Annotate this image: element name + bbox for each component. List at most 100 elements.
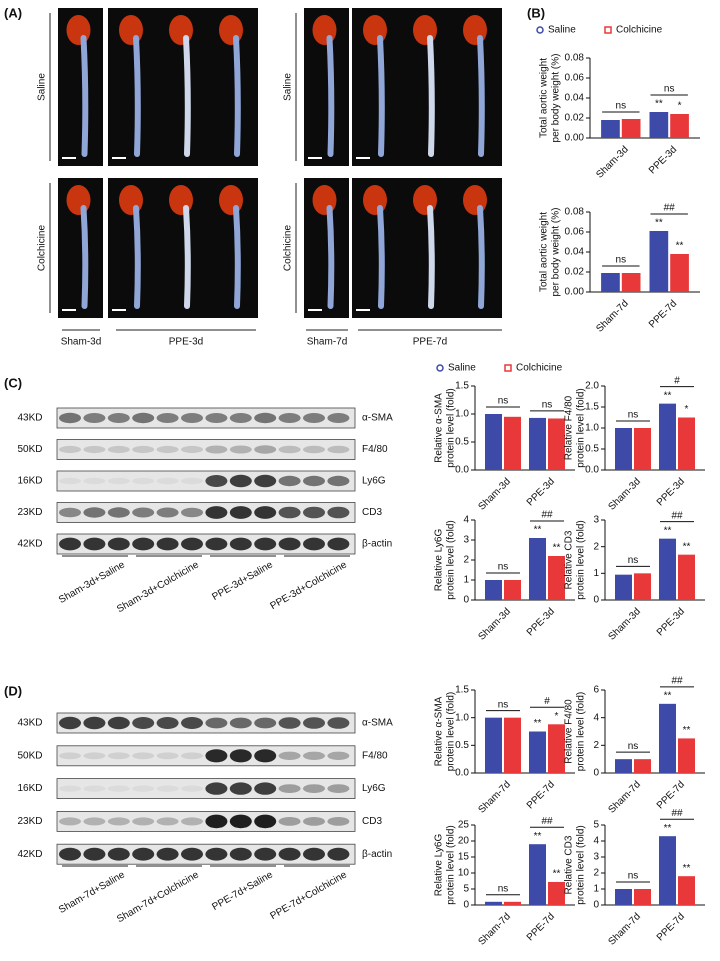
lane-group-label: Sham-3d+Colchicine (115, 559, 201, 615)
bar (615, 428, 632, 470)
bar (504, 717, 521, 773)
band (205, 782, 228, 795)
aorta (326, 35, 335, 157)
heart (363, 15, 387, 45)
bar (670, 114, 689, 138)
x-tick-label: PPE-7d (525, 911, 557, 943)
band (156, 507, 179, 518)
x-tick-label: PPE-3d (525, 606, 557, 638)
band (132, 785, 155, 792)
y-tick-label: 0.02 (565, 267, 585, 278)
x-tick-label: Sham-3d (607, 476, 643, 512)
band (229, 717, 252, 729)
protein-label: CD3 (362, 507, 382, 518)
y-axis-label: protein level (fold) (576, 520, 587, 599)
band (181, 752, 203, 760)
y-axis-label: Relative F4/80 (564, 395, 575, 460)
protein-label: CD3 (362, 816, 382, 827)
y-tick-label: 0.04 (565, 247, 585, 258)
bar (649, 112, 669, 138)
legend-swatch (536, 26, 544, 34)
band (83, 817, 106, 826)
bar (678, 554, 695, 600)
heart (66, 15, 91, 45)
significance-star: ** (553, 543, 561, 554)
band (278, 413, 301, 423)
group-label: PPE-3d (169, 337, 203, 348)
bar (529, 538, 546, 600)
band (156, 537, 179, 551)
band (254, 814, 277, 829)
band (229, 749, 252, 763)
y-tick-label: 0.5 (455, 437, 469, 448)
band (327, 506, 350, 519)
band (327, 817, 350, 826)
heart (169, 15, 193, 45)
legend-label: Colchicine (516, 363, 563, 374)
band (278, 784, 301, 793)
aorta (183, 205, 191, 309)
band (156, 413, 179, 423)
y-tick-label: 0.04 (565, 93, 585, 104)
y-axis-label: protein level (fold) (576, 388, 587, 467)
y-tick-label: 1.5 (585, 402, 599, 413)
band (303, 717, 325, 729)
band (278, 537, 301, 551)
band (83, 537, 106, 551)
y-tick-label: 1.0 (455, 712, 469, 723)
band (254, 474, 277, 488)
bar (634, 759, 651, 773)
y-tick-label: 15 (458, 852, 470, 863)
band (83, 507, 106, 518)
y-tick-label: 6 (593, 685, 599, 696)
y-tick-label: 20 (458, 836, 470, 847)
band (107, 817, 130, 826)
legend-label: Colchicine (616, 25, 663, 36)
significance-star: ** (534, 718, 542, 729)
legend-swatch (604, 26, 612, 34)
band (229, 537, 252, 551)
band (83, 477, 106, 485)
band (107, 752, 130, 760)
band (229, 445, 252, 454)
band (132, 507, 155, 518)
y-tick-label: 0.0 (585, 465, 599, 476)
lane-group-label: Sham-7d+Saline (57, 869, 127, 916)
y-tick-label: 5 (593, 820, 599, 831)
band (59, 847, 81, 861)
protein-label: F4/80 (362, 444, 388, 455)
y-tick-label: 0.00 (565, 287, 585, 298)
y-tick-label: 0 (463, 900, 469, 911)
group-label: Sham-7d (307, 337, 348, 348)
bar (548, 724, 565, 773)
bar (678, 738, 695, 773)
heart (413, 15, 437, 45)
band (83, 716, 106, 730)
band (303, 784, 325, 793)
band (59, 752, 81, 760)
heart (413, 185, 437, 215)
band (181, 537, 203, 551)
row-label: Saline (37, 73, 48, 101)
y-axis-label: protein level (fold) (576, 692, 587, 771)
kd-label: 43KD (17, 413, 42, 424)
band (278, 817, 301, 826)
bar (659, 836, 676, 905)
band (278, 475, 301, 487)
y-tick-label: 1.0 (585, 423, 599, 434)
x-tick-label: Sham-7d (594, 298, 630, 334)
kd-label: 23KD (17, 816, 42, 827)
y-axis-label: per body weight (%) (551, 54, 562, 143)
x-tick-label: PPE-3d (655, 476, 687, 508)
aorta (326, 205, 335, 309)
bar (529, 844, 546, 905)
aorta (133, 35, 141, 157)
y-tick-label: 0.00 (565, 133, 585, 144)
significance-star: ** (664, 525, 672, 536)
bar (659, 538, 676, 600)
comparison-label: ns (498, 562, 509, 573)
bar (615, 759, 632, 773)
comparison-label: # (674, 375, 680, 386)
band (205, 814, 228, 829)
y-tick-label: 2 (593, 868, 599, 879)
